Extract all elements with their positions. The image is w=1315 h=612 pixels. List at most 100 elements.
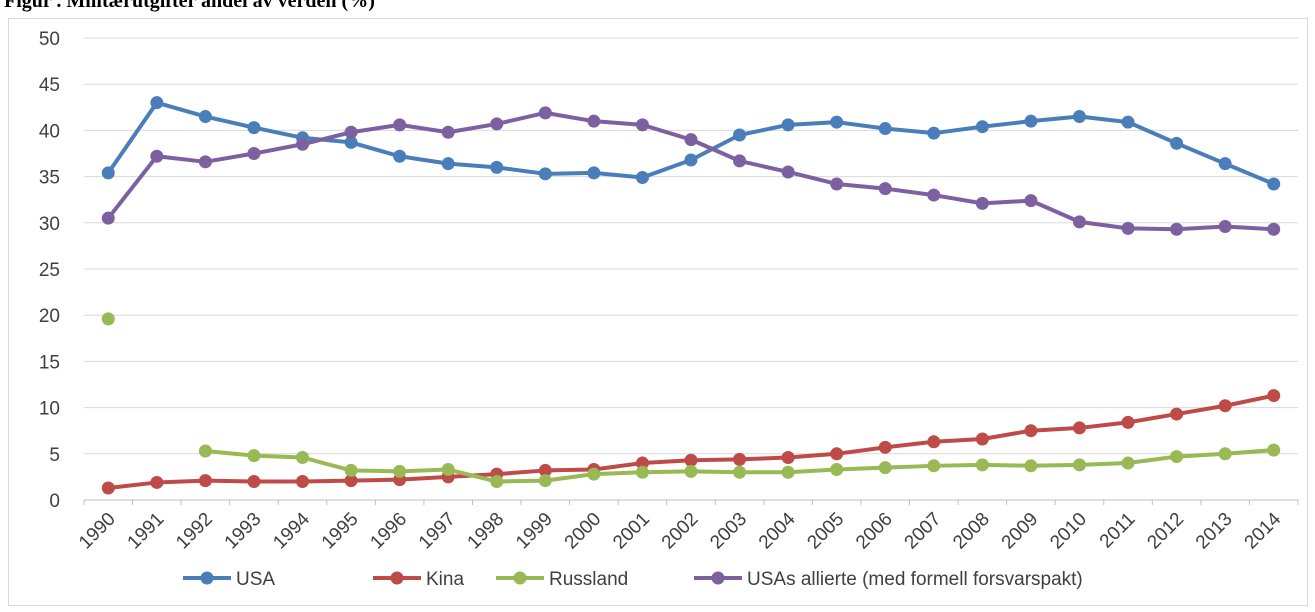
data-point [1024, 114, 1038, 128]
x-tick-label: 2007 [901, 509, 946, 554]
data-point [441, 157, 455, 171]
data-point [101, 211, 115, 225]
x-tick-label: 2003 [706, 509, 751, 554]
data-point [684, 464, 698, 478]
x-tick-label: 1990 [75, 509, 120, 554]
gridlines [84, 37, 1298, 501]
data-point [975, 432, 989, 446]
data-point [393, 464, 407, 478]
data-point [490, 160, 504, 174]
x-tick-label: 2014 [1241, 508, 1286, 553]
data-point [830, 115, 844, 129]
data-point [101, 166, 115, 180]
data-point [878, 122, 892, 136]
data-point [1121, 115, 1135, 129]
data-point [1218, 447, 1232, 461]
x-tick-label: 1995 [318, 509, 363, 554]
data-point [684, 153, 698, 167]
data-point [393, 118, 407, 132]
data-point [587, 114, 601, 128]
data-point [733, 154, 747, 168]
data-point [296, 137, 310, 151]
y-tick-label: 5 [49, 445, 60, 466]
data-point [538, 167, 552, 181]
data-point [538, 463, 552, 477]
data-point [247, 449, 261, 463]
data-point [538, 106, 552, 120]
data-point [1267, 443, 1281, 457]
data-point [927, 435, 941, 449]
data-point [1267, 177, 1281, 191]
y-tick-label: 50 [39, 29, 60, 50]
data-point [198, 155, 212, 169]
y-tick-label: 20 [39, 306, 60, 327]
data-point [830, 447, 844, 461]
data-point [781, 165, 795, 179]
data-point [344, 135, 358, 149]
legend-swatch-marker [390, 571, 404, 585]
data-point [1121, 415, 1135, 429]
data-point [684, 453, 698, 467]
data-point [247, 147, 261, 160]
legend-label: Russland [549, 569, 628, 590]
data-point [1218, 399, 1232, 413]
data-point [1072, 421, 1086, 435]
legend-swatch-marker [200, 571, 214, 585]
data-point [150, 475, 164, 489]
series-points [101, 96, 1281, 495]
data-point [781, 465, 795, 479]
data-point [198, 110, 212, 124]
data-point [975, 120, 989, 134]
data-point [927, 459, 941, 473]
x-tick-label: 2013 [1192, 509, 1237, 554]
data-point [587, 467, 601, 481]
data-point [830, 463, 844, 477]
data-point [393, 149, 407, 163]
y-tick-label: 25 [39, 260, 60, 281]
data-point [490, 475, 504, 489]
data-point [296, 450, 310, 464]
legend-label: USA [236, 569, 275, 590]
data-point [1170, 136, 1184, 150]
legend-label: USAs allierte (med formell forsvarspakt) [747, 569, 1083, 590]
data-point [296, 475, 310, 489]
y-tick-label: 40 [39, 121, 60, 142]
data-point [490, 117, 504, 131]
data-point [1024, 424, 1038, 438]
data-point [878, 440, 892, 454]
data-point [344, 125, 358, 139]
legend: USA Kina Russland USAs allierte (med formel… [183, 569, 1083, 590]
data-point [733, 465, 747, 479]
data-point [1072, 110, 1086, 124]
data-point [150, 149, 164, 163]
data-point [781, 118, 795, 132]
data-point [635, 456, 649, 470]
data-point [1121, 456, 1135, 470]
data-point [878, 461, 892, 475]
y-tick-label: 15 [39, 352, 60, 373]
data-point [975, 458, 989, 472]
data-point [635, 171, 649, 185]
data-point [733, 128, 747, 142]
legend-label: Kina [426, 569, 464, 590]
data-point [1121, 221, 1135, 235]
y-axis-ticks: 0 5 10 15 20 25 30 35 40 45 50 [39, 29, 60, 512]
data-point [1170, 407, 1184, 421]
x-tick-label: 2001 [609, 509, 654, 554]
data-point [1072, 215, 1086, 229]
data-point [150, 96, 164, 110]
x-tick-label: 2009 [998, 509, 1043, 554]
data-point [830, 177, 844, 191]
data-point [247, 121, 261, 135]
data-point [441, 125, 455, 139]
data-point [975, 196, 989, 210]
legend-swatch-marker [711, 571, 725, 585]
data-point [635, 118, 649, 132]
data-point [587, 166, 601, 180]
x-tick-label: 2006 [852, 509, 897, 554]
data-point [927, 126, 941, 140]
x-tick-label: 2012 [1143, 509, 1188, 554]
data-point [878, 182, 892, 196]
x-tick-label: 2010 [1046, 509, 1091, 554]
y-tick-label: 0 [49, 491, 60, 512]
